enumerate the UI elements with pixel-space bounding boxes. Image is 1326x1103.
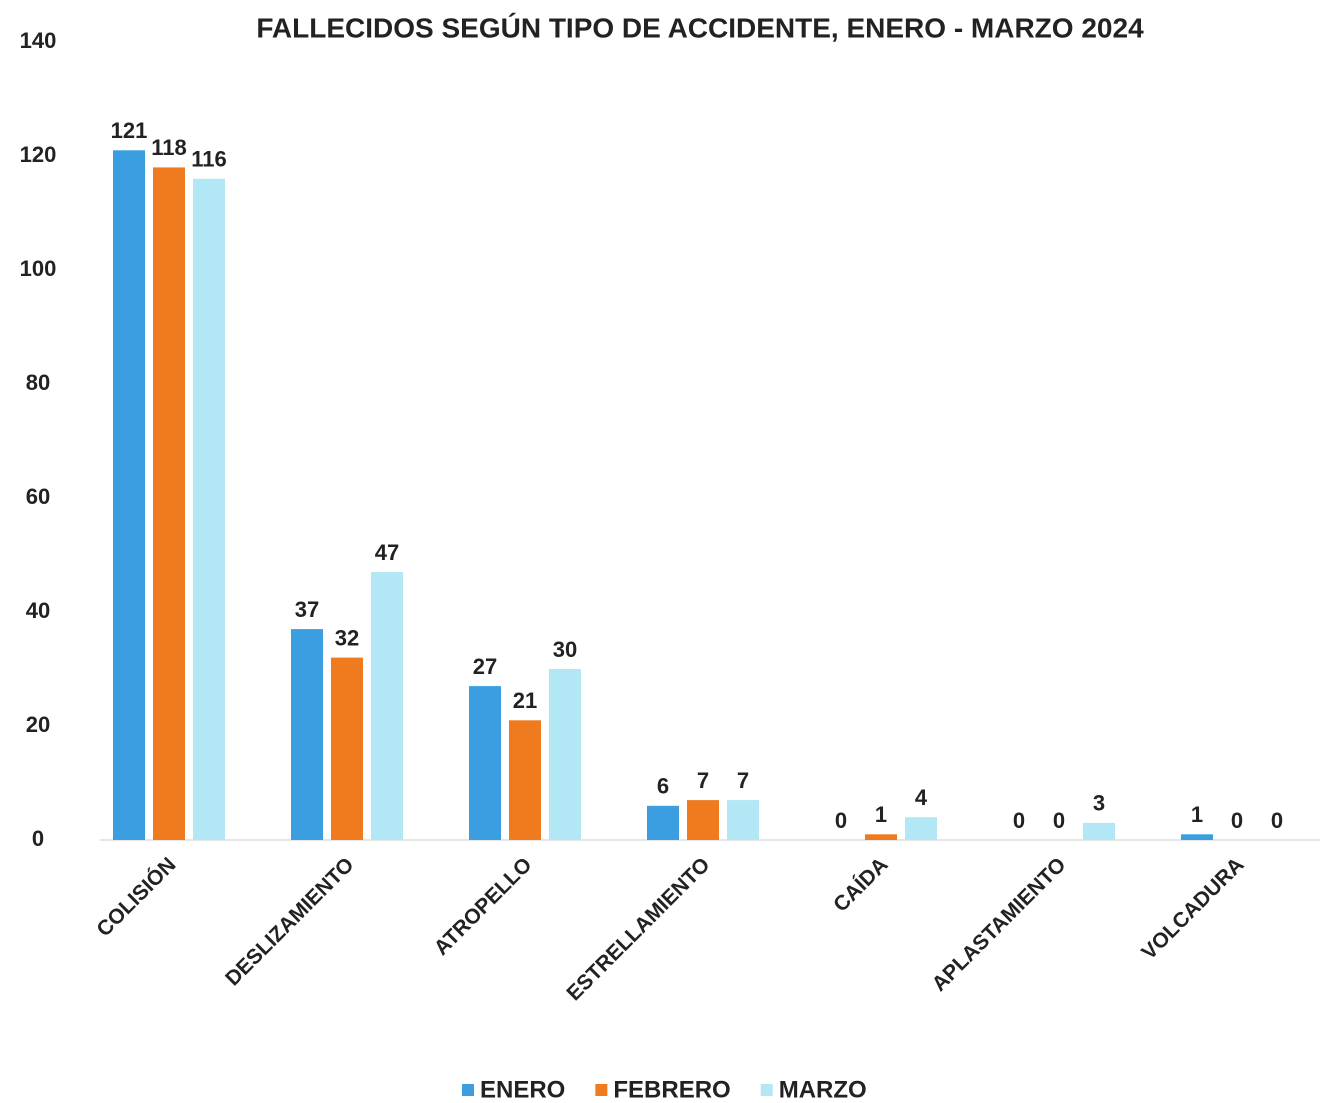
y-tick-label: 40 [26, 598, 50, 623]
x-tick-label: ESTRELLAMIENTO [562, 853, 714, 1005]
bar [371, 572, 403, 840]
data-label: 21 [513, 688, 537, 713]
legend-swatch [595, 1084, 608, 1096]
data-label: 1 [875, 802, 887, 827]
bar [727, 800, 759, 840]
bar [687, 800, 719, 840]
y-tick-label: 20 [26, 712, 50, 737]
bar [1083, 822, 1115, 840]
data-label: 6 [657, 774, 669, 799]
data-label: 32 [335, 625, 359, 650]
x-tick-label: ATROPELLO [430, 853, 537, 960]
legend-swatch [462, 1084, 474, 1096]
legend-label: FEBRERO [613, 1076, 730, 1103]
data-label: 47 [375, 540, 399, 565]
y-tick-label: 80 [26, 370, 50, 395]
bar [291, 629, 323, 840]
data-label: 37 [295, 597, 319, 622]
data-label: 7 [697, 768, 709, 793]
x-tick-label: COLISIÓN [92, 852, 181, 941]
bar [331, 657, 363, 840]
legend-label: MARZO [779, 1076, 867, 1103]
bar [469, 686, 501, 840]
data-label: 1 [1191, 802, 1203, 827]
x-tick-label: CAÍDA [829, 853, 892, 916]
legend-label: ENERO [480, 1076, 565, 1103]
bar [905, 817, 937, 840]
data-label: 27 [473, 654, 497, 679]
bar [865, 834, 897, 840]
data-label: 7 [737, 768, 749, 793]
data-label: 0 [835, 808, 847, 833]
x-tick-label: VOLCADURA [1137, 853, 1248, 964]
bar [1181, 834, 1213, 840]
data-label: 3 [1093, 791, 1105, 816]
y-tick-label: 0 [32, 826, 44, 851]
bar [113, 150, 145, 841]
x-tick-label: APLASTAMIENTO [928, 853, 1071, 996]
data-label: 0 [1231, 808, 1243, 833]
y-tick-label: 120 [20, 142, 57, 167]
data-label: 121 [111, 118, 148, 143]
bar [193, 178, 225, 841]
legend-swatch [760, 1084, 773, 1096]
data-label: 30 [553, 637, 577, 662]
data-label: 116 [191, 147, 227, 172]
bar [153, 167, 185, 840]
data-label: 0 [1271, 808, 1283, 833]
bar [509, 720, 541, 840]
data-label: 4 [915, 785, 928, 810]
data-label: 118 [151, 135, 187, 160]
y-tick-label: 140 [20, 28, 57, 53]
bar [647, 805, 679, 840]
y-tick-label: 60 [26, 484, 50, 509]
chart-title: FALLECIDOS SEGÚN TIPO DE ACCIDENTE, ENER… [256, 12, 1144, 43]
bar [549, 669, 581, 840]
data-label: 0 [1013, 808, 1025, 833]
x-tick-label: DESLIZAMIENTO [221, 853, 358, 990]
data-label: 0 [1053, 808, 1065, 833]
y-tick-label: 100 [20, 256, 57, 281]
